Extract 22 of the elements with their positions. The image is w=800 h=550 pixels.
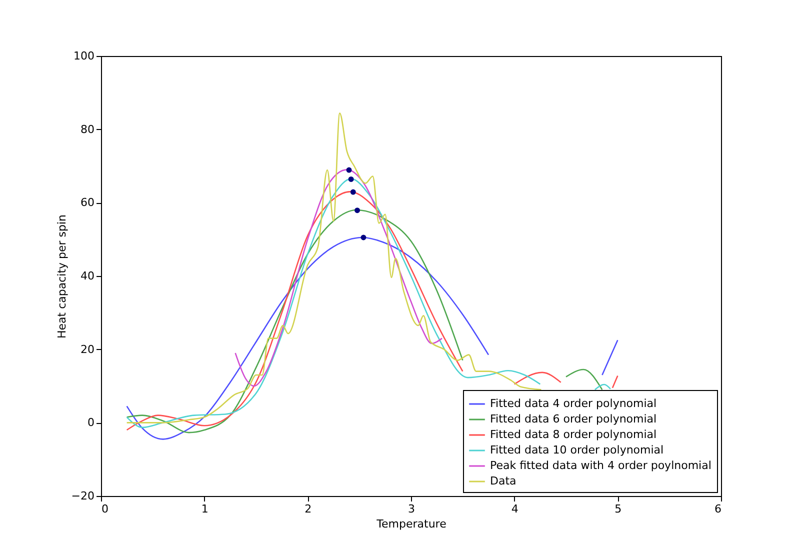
y-axis-title: Heat capacity per spin (55, 214, 68, 339)
x-tick-label: 6 (714, 502, 722, 516)
y-tick-label: 40 (80, 270, 94, 282)
legend-label: Peak fitted data with 4 order poylnomial (490, 459, 712, 472)
y-tick-label: 20 (80, 342, 94, 356)
y-tick-label: 0 (88, 416, 94, 430)
x-tick-label: 4 (511, 502, 518, 516)
legend-label: Fitted data 4 order polynomial (490, 397, 657, 410)
y-tick-label: 80 (80, 122, 94, 136)
legend-label: Fitted data 10 order polynomial (490, 444, 664, 456)
x-tick-label: 0 (102, 502, 108, 516)
legend-label: Fitted data 8 order polynomial (490, 428, 657, 441)
legend-label: Data (490, 474, 516, 488)
y-tick-label: 100 (74, 50, 94, 62)
x-tick-label: 3 (408, 502, 415, 516)
y-tick-label: −20 (71, 490, 94, 502)
x-tick-label: 5 (614, 502, 622, 516)
y-tick-label: 60 (80, 196, 94, 210)
x-tick-label: 2 (304, 502, 312, 516)
legend-label: Fitted data 6 order polynomial (490, 412, 657, 426)
x-axis-title: Temperature (376, 518, 447, 530)
x-tick-label: 1 (201, 502, 208, 516)
